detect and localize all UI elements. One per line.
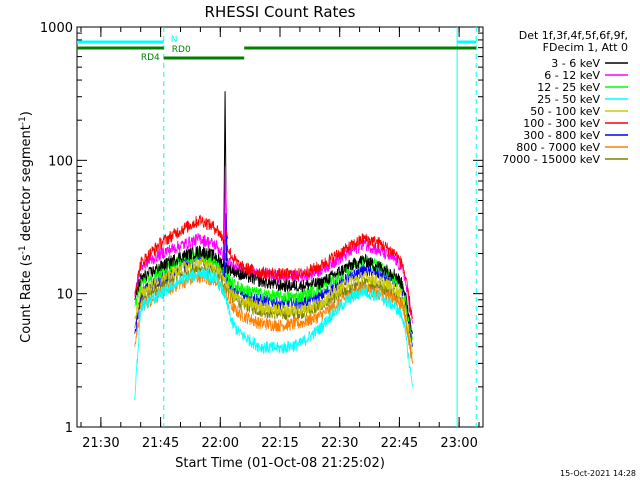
footer-timestamp: 15-Oct-2021 14:28 xyxy=(560,469,636,478)
legend-entry-label: 3 - 6 keV xyxy=(551,57,600,70)
series-trace xyxy=(134,267,413,400)
x-tick-label: 21:45 xyxy=(142,436,179,451)
legend-header: Det 1f,3f,4f,5f,6f,9f, xyxy=(519,29,628,42)
state-bar-label: RD0 xyxy=(172,45,191,55)
legend-entry-label: 6 - 12 keV xyxy=(544,69,600,82)
legend-header: FDecim 1, Att 0 xyxy=(543,41,628,54)
x-tick-label: 21:30 xyxy=(82,436,119,451)
legend-entry-label: 50 - 100 keV xyxy=(530,105,600,118)
x-tick-label: 23:00 xyxy=(440,436,477,451)
legend-entry-label: 300 - 800 keV xyxy=(523,129,600,142)
y-tick-label: 100 xyxy=(48,154,73,169)
x-tick-label: 22:30 xyxy=(321,436,358,451)
series-lines xyxy=(134,91,413,400)
series-trace xyxy=(134,214,413,319)
legend-entry-label: 25 - 50 keV xyxy=(537,93,600,106)
x-tick-labels: 21:30 21:45 22:00 22:15 22:30 22:45 23:00 xyxy=(82,436,478,451)
y-tick-label: 1 xyxy=(65,421,73,436)
state-bar-label: N xyxy=(171,35,178,45)
attenuator-markers xyxy=(163,27,477,427)
x-axis-label: Start Time (01-Oct-08 21:25:02) xyxy=(175,456,385,471)
x-tick-label: 22:15 xyxy=(261,436,298,451)
x-tick-label: 22:45 xyxy=(381,436,418,451)
legend-entry-label: 7000 - 15000 keV xyxy=(502,153,600,166)
state-bar-label: RD4 xyxy=(141,53,160,63)
flare-spike xyxy=(224,229,229,245)
series-trace xyxy=(134,245,413,334)
legend-entry-label: 100 - 300 keV xyxy=(523,117,600,130)
y-tick-label: 1000 xyxy=(40,21,73,36)
legend-entry-label: 800 - 7000 keV xyxy=(516,141,600,154)
legend: Det 1f,3f,4f,5f,6f,9f,FDecim 1, Att 0 3 -… xyxy=(502,29,628,166)
legend-entry-label: 12 - 25 keV xyxy=(537,81,600,94)
axis-ticks xyxy=(77,26,483,428)
x-tick-label: 22:00 xyxy=(202,436,239,451)
y-tick-labels: 1 10 100 1000 xyxy=(40,21,73,436)
chart-title: RHESSI Count Rates xyxy=(205,3,356,21)
y-axis-label: Count Rate (s-1 detector segment-1) xyxy=(18,111,34,343)
y-tick-label: 10 xyxy=(56,288,73,303)
flare-spike xyxy=(223,213,228,277)
